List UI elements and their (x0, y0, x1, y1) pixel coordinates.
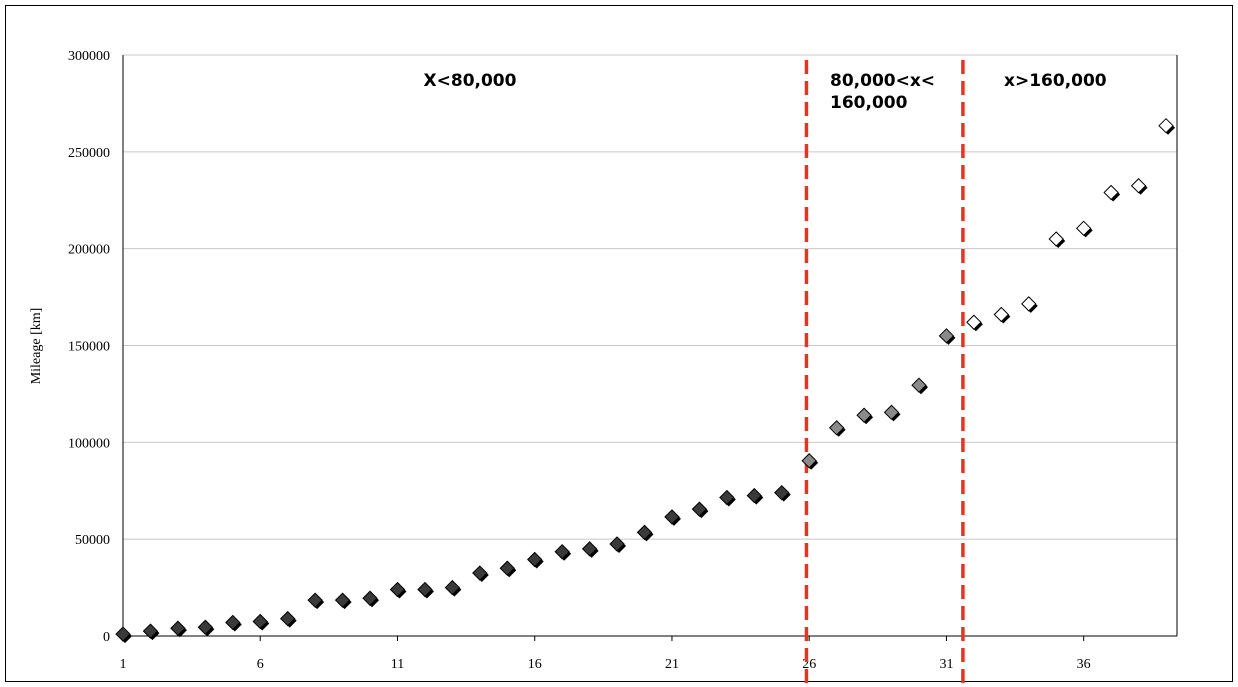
data-point (774, 484, 791, 502)
data-point (664, 509, 681, 526)
region-label: 160,000 (830, 93, 908, 113)
data-point (225, 614, 242, 632)
region-label: x>160,000 (1004, 71, 1107, 91)
data-point (197, 619, 215, 637)
y-tick-label: 300000 (68, 49, 110, 64)
data-point (911, 377, 928, 395)
data-point (334, 592, 352, 610)
data-point (801, 453, 819, 470)
data-point (170, 620, 187, 638)
data-point (1075, 220, 1093, 238)
y-tick-label: 0 (103, 630, 110, 645)
data-point (444, 579, 462, 597)
data-point (828, 420, 846, 437)
y-tick-labels: 0 50000 100000 150000 200000 250000 300000 (68, 49, 110, 645)
data-point (1103, 184, 1121, 202)
y-tick-label: 150000 (68, 340, 110, 355)
data-point (307, 592, 325, 610)
x-tick-labels: 1 6 11 16 21 26 31 36 (120, 636, 1091, 672)
x-tick-label: 26 (802, 657, 816, 672)
data-point (581, 541, 599, 558)
region-label: 80,000<x< (830, 71, 935, 91)
gridlines (123, 54, 1177, 540)
data-point (1048, 231, 1066, 248)
data-point (719, 489, 736, 507)
data-point (389, 581, 407, 599)
data-point (746, 487, 764, 505)
data-points (115, 117, 1176, 644)
data-point (527, 551, 544, 569)
x-tick-label: 31 (939, 657, 953, 672)
data-point (883, 404, 901, 422)
x-tick-label: 6 (257, 657, 264, 672)
data-point (691, 501, 709, 519)
region-labels: X<80,000 80,000<x<160,000 x>160,000 (424, 71, 1107, 113)
data-point (554, 544, 572, 561)
data-point (142, 623, 160, 641)
data-point (609, 536, 627, 554)
data-point (472, 565, 489, 583)
data-point (115, 626, 132, 644)
chart-frame (5, 5, 1233, 682)
data-point (856, 407, 874, 425)
data-point (993, 306, 1011, 324)
y-tick-label: 200000 (68, 243, 110, 258)
data-point (279, 610, 297, 628)
axes (122, 55, 1178, 637)
region-label: X<80,000 (424, 71, 517, 91)
x-tick-label: 21 (665, 657, 679, 672)
data-point (1130, 178, 1148, 195)
y-tick-label: 250000 (68, 146, 110, 161)
x-tick-label: 11 (391, 657, 404, 672)
data-point (966, 314, 983, 332)
data-point (252, 613, 270, 631)
y-tick-label: 50000 (75, 533, 110, 548)
data-point (362, 590, 380, 608)
data-point (636, 524, 654, 542)
data-point (417, 581, 434, 599)
x-tick-label: 1 (120, 657, 127, 672)
y-tick-label: 100000 (68, 436, 110, 451)
x-tick-label: 16 (528, 657, 542, 672)
x-tick-label: 36 (1077, 657, 1091, 672)
data-point (499, 560, 517, 578)
data-point (1021, 296, 1038, 313)
data-point (1158, 117, 1176, 135)
region-dividers (804, 60, 965, 684)
y-axis-label: Mileage [km] (29, 308, 44, 385)
data-point (938, 328, 956, 345)
